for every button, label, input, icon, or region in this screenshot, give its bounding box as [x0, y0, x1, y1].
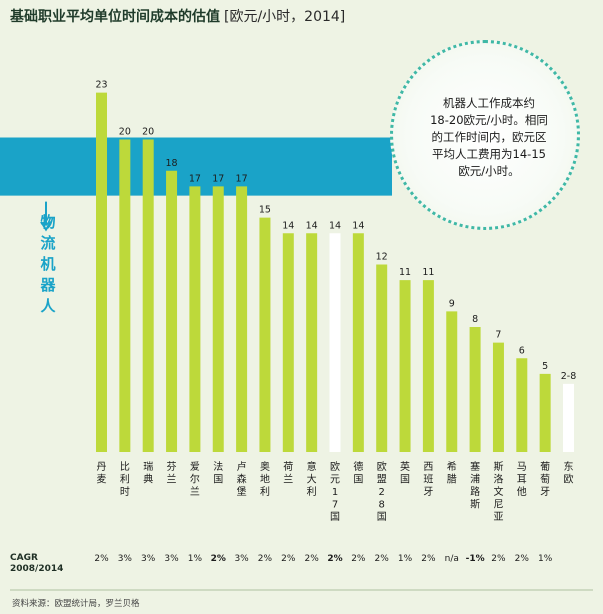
- bar: [492, 342, 504, 452]
- cagr-value: 2%: [375, 554, 390, 564]
- chart-unit: [欧元/小时，2014]: [224, 9, 346, 25]
- category-label: 希腊: [447, 460, 457, 486]
- bar-value-label: 20: [119, 127, 131, 138]
- bar-value-label: 17: [236, 173, 248, 184]
- category-label: 斯洛文尼亚: [493, 460, 503, 523]
- robot-cost-band: [0, 137, 392, 196]
- bar-value-label: 2-8: [561, 371, 577, 382]
- bar: [96, 92, 107, 452]
- category-label: 欧盟 2 8 国: [377, 461, 387, 523]
- cagr-value: 2%: [281, 554, 296, 564]
- category-label: 芬兰: [167, 461, 177, 486]
- chart-title: 基础职业平均单位时间成本的估值 [欧元/小时，2014]: [10, 6, 345, 26]
- category-label: 东欧: [564, 460, 574, 486]
- band-label: 物流机器人: [40, 213, 56, 315]
- bar-value-label: 7: [495, 330, 501, 341]
- bar: [352, 233, 364, 452]
- bar-value-label: 11: [399, 267, 411, 278]
- bar: [259, 217, 271, 452]
- bar: [166, 170, 178, 452]
- cagr-value: 2%: [421, 554, 436, 564]
- category-label: 比利时: [120, 461, 130, 498]
- callout-text: 机器人工作成本约 18-20欧元/小时。相同 的工作时间内，欧元区 平均人工费用…: [430, 96, 548, 178]
- category-label: 荷兰: [283, 461, 293, 486]
- bar-value-label: 11: [422, 267, 434, 278]
- category-label: 奥地利: [260, 460, 270, 498]
- category-label: 爱尔兰: [190, 460, 200, 498]
- bar: [563, 383, 574, 452]
- cagr-value: n/a: [445, 554, 459, 564]
- category-label: 西班牙: [423, 462, 433, 498]
- cagr-value: 2%: [258, 554, 273, 564]
- cagr-value: 2%: [305, 554, 320, 564]
- bar-value-label: 9: [449, 298, 455, 309]
- source-note: 资料来源：欧盟统计局，罗兰贝格: [12, 599, 140, 609]
- bar: [469, 327, 481, 452]
- category-label: 德国: [353, 460, 363, 486]
- category-label: 法国: [213, 460, 223, 486]
- bar-value-label: 14: [282, 220, 294, 231]
- bar: [306, 233, 318, 452]
- bar: [422, 280, 434, 452]
- bar: [189, 186, 201, 452]
- bar-value-label: 14: [306, 220, 318, 231]
- bar-value-label: 5: [542, 361, 548, 372]
- bar: [119, 139, 131, 452]
- band-arrow-head: [40, 221, 52, 232]
- cagr-value: 1%: [188, 554, 203, 564]
- category-label: 卢森堡: [237, 460, 247, 498]
- bar-value-label: 15: [259, 205, 271, 216]
- bar-value-label: 17: [212, 173, 224, 184]
- bar-value-label: 17: [189, 173, 201, 184]
- category-label: 瑞典: [143, 461, 153, 486]
- cagr-value: 1%: [538, 554, 553, 564]
- cagr-value: 2%: [211, 554, 226, 564]
- bar-value-label: 12: [376, 252, 388, 263]
- category-label: 英国: [400, 460, 410, 486]
- bar: [539, 373, 551, 452]
- category-label: 葡萄牙: [540, 460, 550, 498]
- cagr-value: 2%: [515, 554, 530, 564]
- category-label: 马耳他: [517, 461, 527, 498]
- chart-title-text: 基础职业平均单位时间成本的估值: [10, 9, 220, 25]
- bar: [376, 264, 388, 452]
- bar: [516, 358, 528, 452]
- bar: [399, 280, 411, 452]
- cagr-value: 2%: [351, 554, 366, 564]
- bar-value-label: 14: [329, 220, 341, 231]
- bar-value-label: 23: [95, 80, 107, 91]
- bar-value-label: 8: [472, 314, 478, 325]
- bar: [282, 233, 294, 452]
- cagr-value: 3%: [234, 554, 249, 564]
- cagr-value: 3%: [141, 554, 156, 564]
- bar-value-label: 14: [352, 220, 364, 231]
- cagr-value: 3%: [164, 554, 179, 564]
- bar: [329, 233, 341, 452]
- bar-value-label: 6: [519, 345, 525, 356]
- cagr-value: 2%: [94, 554, 109, 564]
- cagr-value: 2%: [491, 554, 506, 564]
- bar: [236, 186, 248, 452]
- category-label: 意大利: [307, 460, 317, 498]
- category-label: 塞浦路斯: [470, 460, 480, 511]
- bar: [212, 186, 224, 452]
- bar-value-label: 18: [166, 158, 178, 169]
- bar-value-label: 20: [142, 127, 154, 138]
- cagr-value: -1%: [466, 554, 485, 564]
- category-label: 丹麦: [97, 461, 107, 486]
- cagr-value: 2%: [327, 554, 342, 564]
- cagr-value: 3%: [118, 554, 133, 564]
- category-label: 欧元 1 7 国: [330, 461, 340, 523]
- cagr-title: CAGR 2008/2014: [10, 553, 64, 574]
- bar: [142, 139, 154, 452]
- cagr-value: 1%: [398, 554, 413, 564]
- bar: [446, 311, 458, 452]
- callout-circle: [390, 40, 580, 230]
